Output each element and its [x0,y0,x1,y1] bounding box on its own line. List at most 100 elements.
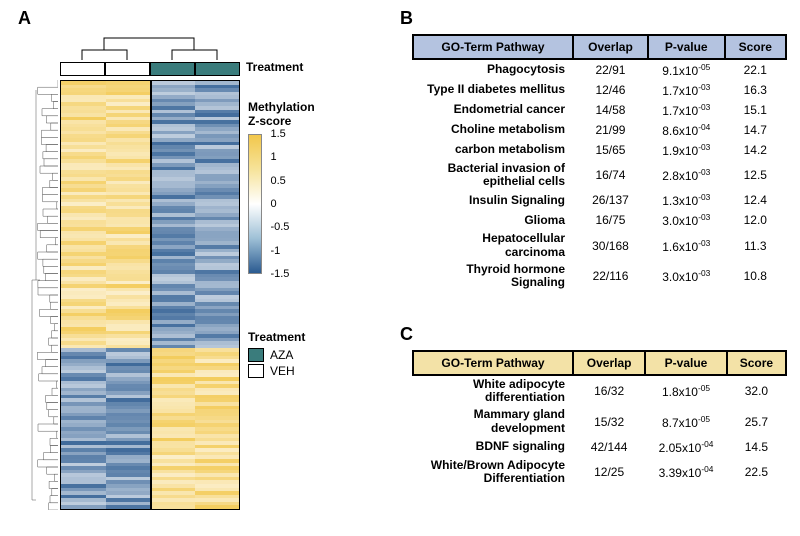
column-dendrogram [60,30,240,60]
pathway-cell: Endometrial cancer [413,100,573,120]
table-row: White/Brown Adipocyte Differentiation12/… [413,457,786,487]
score-cell: 22.5 [727,457,786,487]
table-header-cell: Score [727,351,786,375]
overlap-cell: 16/32 [573,375,645,406]
overlap-cell: 42/144 [573,437,645,457]
pvalue-cell: 2.8x10-03 [648,160,725,190]
pvalue-cell: 1.6x10-03 [648,230,725,260]
colorbar-tick: -1 [270,245,280,257]
score-cell: 10.8 [725,261,786,291]
overlap-cell: 12/46 [573,80,648,100]
go-table-b: GO-Term PathwayOverlapP-valueScore Phago… [412,34,787,291]
colorbar-title-l2: Z-score [248,114,291,128]
score-cell: 11.3 [725,230,786,260]
table-row: Phagocytosis22/919.1x10-0522.1 [413,59,786,80]
row-dendrogram [30,80,58,510]
legend-label: VEH [270,364,295,378]
pvalue-cell: 1.8x10-05 [645,375,727,406]
pvalue-cell: 3.0x10-03 [648,261,725,291]
table-header-cell: P-value [645,351,727,375]
treatment-legend: Treatment AZAVEH [248,330,305,380]
table-row: BDNF signaling42/1442.05x10-0414.5 [413,437,786,457]
pvalue-cell: 1.3x10-03 [648,190,725,210]
score-cell: 32.0 [727,375,786,406]
overlap-cell: 16/75 [573,210,648,230]
pvalue-cell: 1.7x10-03 [648,100,725,120]
pvalue-cell: 8.6x10-04 [648,120,725,140]
table-row: Bacterial invasion of epithelial cells16… [413,160,786,190]
heatmap-column-separator [150,80,152,510]
panel-a-heatmap: Treatment Methylation Z-score 1.510.50-0… [30,30,410,520]
score-cell: 16.3 [725,80,786,100]
score-cell: 14.7 [725,120,786,140]
table-header-cell: Overlap [573,35,648,59]
table-row: White adipocyte differentiation16/321.8x… [413,375,786,406]
table-row: Hepatocellular carcinoma30/1681.6x10-031… [413,230,786,260]
colorbar-gradient [248,134,262,274]
pathway-cell: Choline metabolism [413,120,573,140]
pvalue-cell: 8.7x10-05 [645,406,727,436]
score-cell: 12.4 [725,190,786,210]
pathway-cell: BDNF signaling [413,437,573,457]
column-annotation-bar [60,62,240,76]
score-cell: 15.1 [725,100,786,120]
table-row: Mammary gland development15/328.7x10-052… [413,406,786,436]
colorbar-tick: 0 [270,198,276,210]
score-cell: 14.2 [725,140,786,160]
colorbar-tick: 1.5 [270,128,285,140]
pathway-cell: Bacterial invasion of epithelial cells [413,160,573,190]
legend-swatch [248,348,264,362]
pathway-cell: Insulin Signaling [413,190,573,210]
legend-swatch [248,364,264,378]
pvalue-cell: 1.7x10-03 [648,80,725,100]
table-row: Glioma16/753.0x10-0312.0 [413,210,786,230]
table-header-cell: GO-Term Pathway [413,351,573,375]
table-row: Choline metabolism21/998.6x10-0414.7 [413,120,786,140]
colorbar-tick: -0.5 [270,221,289,233]
pathway-cell: carbon metabolism [413,140,573,160]
table-row: carbon metabolism15/651.9x10-0314.2 [413,140,786,160]
go-table-c: GO-Term PathwayOverlapP-valueScore White… [412,350,787,487]
pvalue-cell: 9.1x10-05 [648,59,725,80]
table-header-row: GO-Term PathwayOverlapP-valueScore [413,35,786,59]
overlap-cell: 26/137 [573,190,648,210]
score-cell: 25.7 [727,406,786,436]
pvalue-cell: 3.39x10-04 [645,457,727,487]
table-row: Insulin Signaling26/1371.3x10-0312.4 [413,190,786,210]
score-cell: 14.5 [727,437,786,457]
colorbar-title-l1: Methylation [248,100,315,114]
overlap-cell: 22/116 [573,261,648,291]
table-header-cell: Overlap [573,351,645,375]
score-cell: 22.1 [725,59,786,80]
overlap-cell: 14/58 [573,100,648,120]
table-header-row: GO-Term PathwayOverlapP-valueScore [413,351,786,375]
table-row: Thyroid hormone Signaling22/1163.0x10-03… [413,261,786,291]
overlap-cell: 21/99 [573,120,648,140]
column-annotation-cell [60,62,105,76]
legend-item: AZA [248,348,305,362]
overlap-cell: 15/65 [573,140,648,160]
panel-label-a: A [18,8,31,29]
overlap-cell: 30/168 [573,230,648,260]
score-cell: 12.5 [725,160,786,190]
table-header-cell: GO-Term Pathway [413,35,573,59]
pathway-cell: Glioma [413,210,573,230]
overlap-cell: 22/91 [573,59,648,80]
pathway-cell: White/Brown Adipocyte Differentiation [413,457,573,487]
overlap-cell: 12/25 [573,457,645,487]
colorbar-tick: 1 [270,151,276,163]
colorbar-tick: 0.5 [270,175,285,187]
column-annotation-cell [195,62,240,76]
overlap-cell: 15/32 [573,406,645,436]
table-header-cell: P-value [648,35,725,59]
pathway-cell: Mammary gland development [413,406,573,436]
pathway-cell: Type II diabetes mellitus [413,80,573,100]
pathway-cell: Hepatocellular carcinoma [413,230,573,260]
pvalue-cell: 2.05x10-04 [645,437,727,457]
column-annotation-cell [150,62,195,76]
table-row: Endometrial cancer14/581.7x10-0315.1 [413,100,786,120]
pvalue-cell: 1.9x10-03 [648,140,725,160]
pathway-cell: Phagocytosis [413,59,573,80]
column-annotation-cell [105,62,150,76]
pathway-cell: White adipocyte differentiation [413,375,573,406]
